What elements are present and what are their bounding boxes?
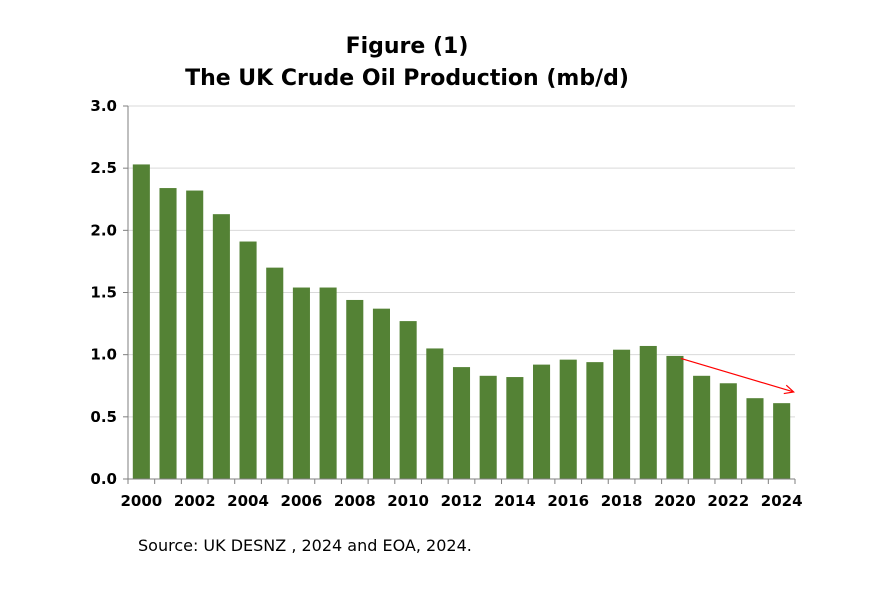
x-tick-label: 2014 (494, 492, 536, 510)
bar-2006 (292, 287, 310, 479)
y-tick-label: 0.5 (90, 408, 117, 426)
bar-2012 (452, 367, 471, 479)
y-tick-label: 2.5 (90, 159, 117, 177)
x-tick-label: 2002 (174, 492, 216, 510)
bar-2001 (159, 188, 177, 479)
bar-2014 (506, 377, 524, 479)
trend-arrow-head (783, 384, 795, 395)
trend-arrow-line (680, 357, 794, 393)
bar-2013 (479, 375, 497, 479)
y-tick-label: 3.0 (90, 97, 117, 115)
x-tick-label: 2018 (601, 492, 643, 510)
x-tick-label: 2004 (227, 492, 269, 510)
bar-2010 (399, 321, 417, 479)
x-tick-label: 2006 (281, 492, 323, 510)
x-tick-label: 2016 (547, 492, 589, 510)
y-tick-label: 2.0 (90, 221, 117, 239)
bar-2017 (586, 362, 604, 479)
bar-2008 (346, 299, 364, 479)
bar-2009 (372, 308, 390, 479)
bar-2022 (719, 383, 737, 479)
bar-2023 (746, 398, 764, 479)
chart-title-line2: The UK Crude Oil Production (mb/d) (185, 66, 629, 91)
bar-2021 (693, 375, 711, 479)
bar-2007 (319, 287, 337, 479)
chart-title-line1: Figure (1) (345, 34, 469, 59)
bar-2002 (186, 190, 204, 479)
bar-2020 (666, 355, 684, 479)
bar-2004 (239, 241, 257, 479)
bar-2024 (773, 403, 791, 479)
x-tick-label: 2022 (707, 492, 749, 510)
source-note: Source: UK DESNZ , 2024 and EOA, 2024. (138, 536, 472, 555)
bar-2011 (426, 348, 444, 479)
y-tick-label: 1.5 (90, 284, 117, 302)
x-tick-label: 2012 (441, 492, 483, 510)
bar-2015 (533, 364, 551, 479)
y-tick-label: 0.0 (90, 470, 117, 488)
y-tick-label: 1.0 (90, 346, 117, 364)
bar-2000 (132, 164, 150, 480)
bar-2018 (613, 349, 631, 479)
x-tick-label: 2010 (387, 492, 429, 510)
x-tick-label: 2020 (654, 492, 696, 510)
bar-2005 (266, 267, 284, 479)
x-tick-label: 2024 (761, 492, 803, 510)
x-tick-label: 2008 (334, 492, 376, 510)
bar-2019 (639, 345, 657, 479)
bar-2016 (559, 359, 577, 479)
bar-2003 (212, 214, 230, 480)
x-tick-label: 2000 (120, 492, 162, 510)
